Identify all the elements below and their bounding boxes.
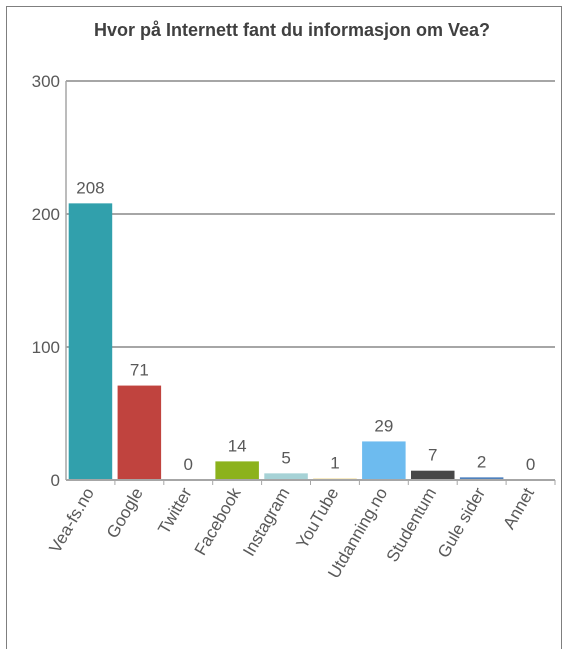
x-tick-label: Studentum (383, 485, 441, 566)
data-label: 208 (76, 178, 104, 197)
x-tick-label: Gule sider (434, 484, 489, 561)
bar-utdanning-no (362, 441, 406, 480)
y-tick-label: 0 (51, 471, 60, 490)
data-label: 0 (526, 455, 535, 474)
x-tick-label: YouTube (293, 485, 343, 552)
x-tick-label: Annet (499, 484, 538, 532)
bar-facebook (215, 461, 259, 480)
gridlines (66, 80, 555, 348)
y-tick-label: 100 (32, 338, 60, 357)
bar-gule-sider (459, 477, 504, 480)
chart-title: Hvor på Internett fant du informasjon om… (93, 20, 491, 40)
x-tick-label: Google (103, 485, 147, 542)
data-label: 14 (228, 436, 247, 455)
data-label: 7 (428, 446, 437, 465)
data-label: 1 (330, 454, 339, 473)
bar-studentum (410, 470, 455, 480)
data-label: 71 (130, 361, 149, 380)
x-tick-label: Facebook (191, 484, 245, 559)
x-tick-label: Vea-fs.no (46, 485, 98, 557)
x-tick-label: Twitter (154, 484, 196, 537)
y-tick-label: 200 (32, 205, 60, 224)
bar-instagram (264, 473, 308, 480)
y-tick-label: 300 (32, 72, 60, 91)
data-label: 5 (281, 448, 290, 467)
data-label: 2 (477, 452, 486, 471)
bars (68, 203, 504, 481)
bar-google (117, 385, 162, 480)
x-tick-label: Instagram (239, 485, 293, 560)
bar-vea-fs-no (68, 203, 113, 481)
data-label: 0 (184, 455, 193, 474)
data-label: 29 (374, 416, 393, 435)
